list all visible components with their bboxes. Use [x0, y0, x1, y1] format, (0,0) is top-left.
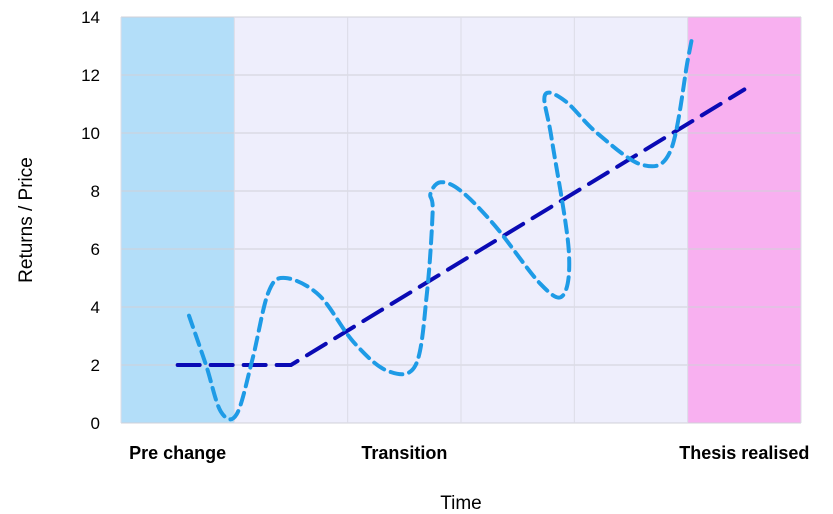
x-axis-title: Time	[440, 493, 482, 514]
y-tick-label: 4	[91, 298, 100, 317]
trend-line	[175, 87, 747, 367]
x-category-label: Transition	[361, 443, 447, 463]
y-tick-label: 10	[81, 124, 100, 143]
band-thesis-realised	[687, 17, 801, 423]
y-tick-label: 0	[91, 414, 100, 433]
band-pre-change	[121, 17, 235, 423]
x-category-label: Thesis realised	[679, 443, 809, 463]
x-category-label: Pre change	[129, 443, 226, 463]
y-tick-label: 12	[81, 66, 100, 85]
y-tick-label: 6	[91, 240, 100, 259]
y-tick-label: 14	[81, 8, 100, 27]
x-category-labels: Pre change Transition Thesis realised	[129, 443, 809, 463]
y-tick-labels: 0 2 4 6 8 10 12 14	[81, 8, 100, 433]
y-axis-title: Returns / Price	[16, 157, 37, 283]
y-tick-label: 2	[91, 356, 100, 375]
series-lines	[175, 35, 747, 422]
price-wave-line	[187, 35, 695, 422]
y-tick-label: 8	[91, 182, 100, 201]
